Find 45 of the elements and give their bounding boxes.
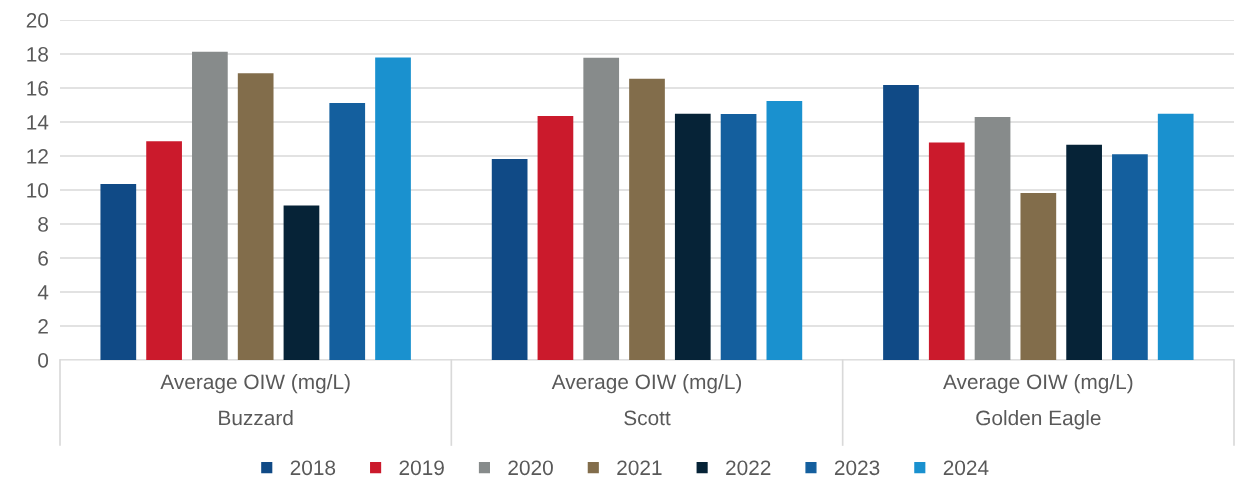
y-tick-label: 2	[38, 319, 48, 334]
text: Average OIW (mg/L)	[551, 373, 742, 394]
bar	[192, 51, 228, 360]
legend-label: 2022	[726, 460, 771, 476]
bar	[674, 113, 711, 360]
bar	[974, 117, 1011, 360]
y-tick-label: 14	[27, 115, 49, 130]
x-tick-label: Golden Eagle	[976, 410, 1101, 430]
legend-label: 2018	[290, 460, 336, 476]
x-tick-label: Buzzard	[219, 410, 293, 426]
bar	[1066, 144, 1102, 360]
bar	[491, 158, 528, 360]
y-tick-label: 10	[27, 183, 49, 198]
y-tick-label: 6	[38, 251, 48, 266]
bar	[375, 57, 411, 360]
bar	[883, 84, 919, 360]
bar	[100, 184, 137, 360]
bar	[720, 114, 757, 360]
legend-label: 2020	[508, 460, 553, 476]
text: Average OIW (mg/L)	[160, 373, 350, 394]
y-tick-label: 18	[27, 47, 48, 62]
bar	[146, 141, 182, 360]
legend-label: 2024	[943, 460, 989, 476]
bar	[629, 78, 665, 360]
bar	[1112, 154, 1148, 360]
y-tick-label: 4	[37, 285, 49, 300]
text: Average OIW (mg/L)	[943, 373, 1133, 394]
bar	[583, 57, 620, 360]
bar	[928, 142, 965, 360]
y-tick-label: 12	[27, 149, 48, 164]
bar	[283, 205, 320, 360]
y-tick-label: 8	[38, 217, 48, 232]
bar	[237, 73, 274, 360]
legend-label: 2023	[834, 460, 880, 476]
legend-label: 2019	[399, 460, 444, 476]
y-tick-label: 0	[38, 353, 49, 368]
legend-label: 2021	[617, 460, 662, 476]
y-tick-label: 20	[26, 13, 49, 28]
x-tick-label: Scott	[624, 410, 671, 426]
bar	[766, 100, 803, 360]
bar	[329, 102, 366, 360]
bar	[1020, 193, 1057, 360]
y-tick-label: 16	[27, 81, 48, 96]
bar	[537, 116, 574, 360]
bar	[1157, 113, 1194, 360]
